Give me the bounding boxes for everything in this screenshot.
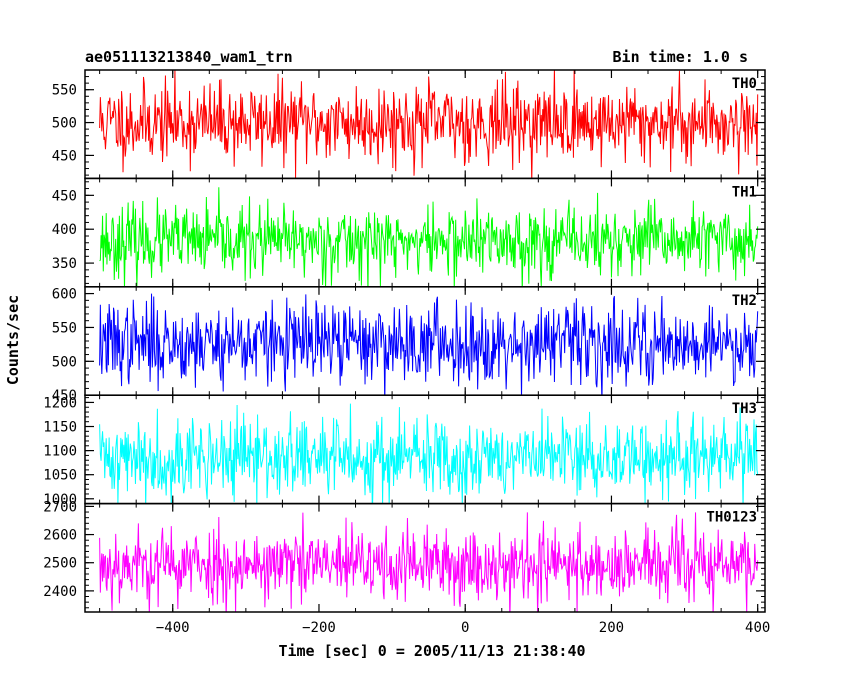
- y-tick-label: 450: [52, 148, 77, 164]
- panel-label-th0123: TH0123: [706, 510, 757, 526]
- y-tick-label: 450: [52, 388, 77, 404]
- chart-title: ae051113213840_wam1_trn: [85, 48, 293, 66]
- panel-label-th1: TH1: [732, 184, 757, 200]
- y-tick-label: 1000: [43, 492, 77, 508]
- y-tick-label: 350: [52, 256, 77, 272]
- y-tick-label: 550: [52, 320, 77, 336]
- y-tick-label: 2400: [43, 584, 77, 600]
- panel-label-th0: TH0: [732, 76, 757, 92]
- y-tick-label: 400: [52, 222, 77, 238]
- x-axis-label: Time [sec] 0 = 2005/11/13 21:38:40: [278, 642, 585, 660]
- y-tick-label: 1050: [43, 468, 77, 484]
- bin-time-label: Bin time: 1.0 s: [613, 48, 748, 66]
- y-tick-label: 2500: [43, 556, 77, 572]
- series-line-th2: [99, 293, 759, 396]
- y-tick-label: 550: [52, 83, 77, 99]
- y-axis-label: Counts/sec: [4, 295, 22, 385]
- y-tick-label: 1150: [43, 420, 77, 436]
- y-tick-label: 600: [52, 287, 77, 303]
- y-tick-label: 1100: [43, 444, 77, 460]
- series-line-th0123: [99, 512, 759, 613]
- panel-frame-th0123: [84, 502, 766, 613]
- y-tick-label: 500: [52, 354, 77, 370]
- x-tick-label: 400: [745, 620, 770, 636]
- x-tick-label: −400: [156, 620, 190, 636]
- panels-group: TH0 450 500 550 TH1 350 400 450 TH2 450 500 550 600 T…: [43, 69, 770, 636]
- series-line-th0: [99, 70, 759, 179]
- panel-label-th3: TH3: [732, 401, 757, 417]
- y-tick-label: 500: [52, 116, 77, 132]
- x-tick-label: 200: [599, 620, 624, 636]
- series-line-th3: [99, 403, 759, 504]
- y-tick-label: 2700: [43, 499, 77, 515]
- y-tick-label: 450: [52, 188, 77, 204]
- x-tick-label: −200: [302, 620, 336, 636]
- panel-label-th2: TH2: [732, 293, 757, 309]
- y-tick-label: 2600: [43, 528, 77, 544]
- x-tick-label: 0: [461, 620, 469, 636]
- series-line-th1: [99, 187, 759, 287]
- y-tick-label: 1200: [43, 395, 77, 411]
